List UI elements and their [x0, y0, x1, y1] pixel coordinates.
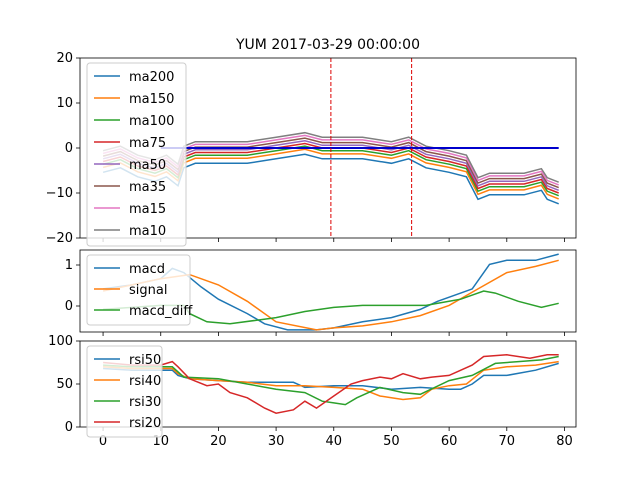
chart-title: YUM 2017-03-29 00:00:00 — [235, 37, 420, 53]
y-tick-label: 0 — [65, 141, 73, 156]
axes-frame — [79, 249, 577, 333]
legend-label-rsi40: rsi40 — [129, 374, 161, 389]
y-tick-label: −20 — [46, 231, 73, 246]
y-tick-label: 100 — [48, 334, 73, 349]
x-tick-label: 0 — [99, 434, 107, 449]
legend: ma200 ma150 ma100 ma75 ma50 ma35 ma15 ma10 — [86, 62, 187, 247]
moving-average-panel: 20100−10−20ma200ma150ma100ma75ma50ma35ma… — [46, 51, 577, 247]
x-tick-label: 30 — [268, 434, 285, 449]
series-line-rsi30 — [103, 355, 559, 406]
legend-box — [86, 345, 163, 438]
legend-box — [86, 254, 191, 326]
data-layer — [103, 354, 559, 414]
y-tick-label: 50 — [56, 377, 73, 392]
legend-label-rsi50: rsi50 — [129, 353, 161, 368]
legend-label-rsi20: rsi20 — [129, 416, 161, 431]
legend-label-ma15: ma15 — [129, 202, 166, 217]
legend-label-ma200: ma200 — [129, 70, 174, 85]
legend-label-ma75: ma75 — [129, 136, 166, 151]
x-tick-label: 40 — [325, 434, 342, 449]
macd-panel: 1 0 macd signal macd_diff — [65, 249, 577, 336]
legend-box — [86, 62, 187, 247]
legend-label-signal: signal — [129, 283, 167, 298]
legend-label-ma50: ma50 — [129, 158, 166, 173]
legend-label-macd: macd — [129, 262, 165, 277]
y-tick-label: 20 — [56, 51, 73, 66]
legend: rsi50 rsi40 rsi30 rsi20 — [86, 345, 163, 438]
legend-label-macd_diff: macd_diff — [129, 304, 193, 319]
x-tick-label: 10 — [152, 434, 169, 449]
x-tick-label: 80 — [556, 434, 573, 449]
y-tick-label: 0 — [65, 299, 73, 314]
x-tick-label: 50 — [383, 434, 400, 449]
series-line-rsi20 — [103, 354, 559, 414]
y-tick-label: −10 — [46, 186, 73, 201]
legend-label-ma10: ma10 — [129, 224, 166, 239]
legend-label-ma100: ma100 — [129, 114, 174, 129]
x-tick-label: 20 — [210, 434, 227, 449]
legend-label-rsi30: rsi30 — [129, 395, 161, 410]
x-tick-label: 60 — [441, 434, 458, 449]
legend: macd signal macd_diff — [86, 254, 193, 326]
legend-label-ma150: ma150 — [129, 92, 174, 107]
legend-label-ma35: ma35 — [129, 180, 166, 195]
series-line-rsi40 — [103, 360, 559, 401]
x-tick-label: 70 — [499, 434, 516, 449]
y-tick-label: 0 — [65, 420, 73, 435]
y-tick-label: 1 — [65, 258, 73, 273]
y-tick-label: 10 — [56, 96, 73, 111]
